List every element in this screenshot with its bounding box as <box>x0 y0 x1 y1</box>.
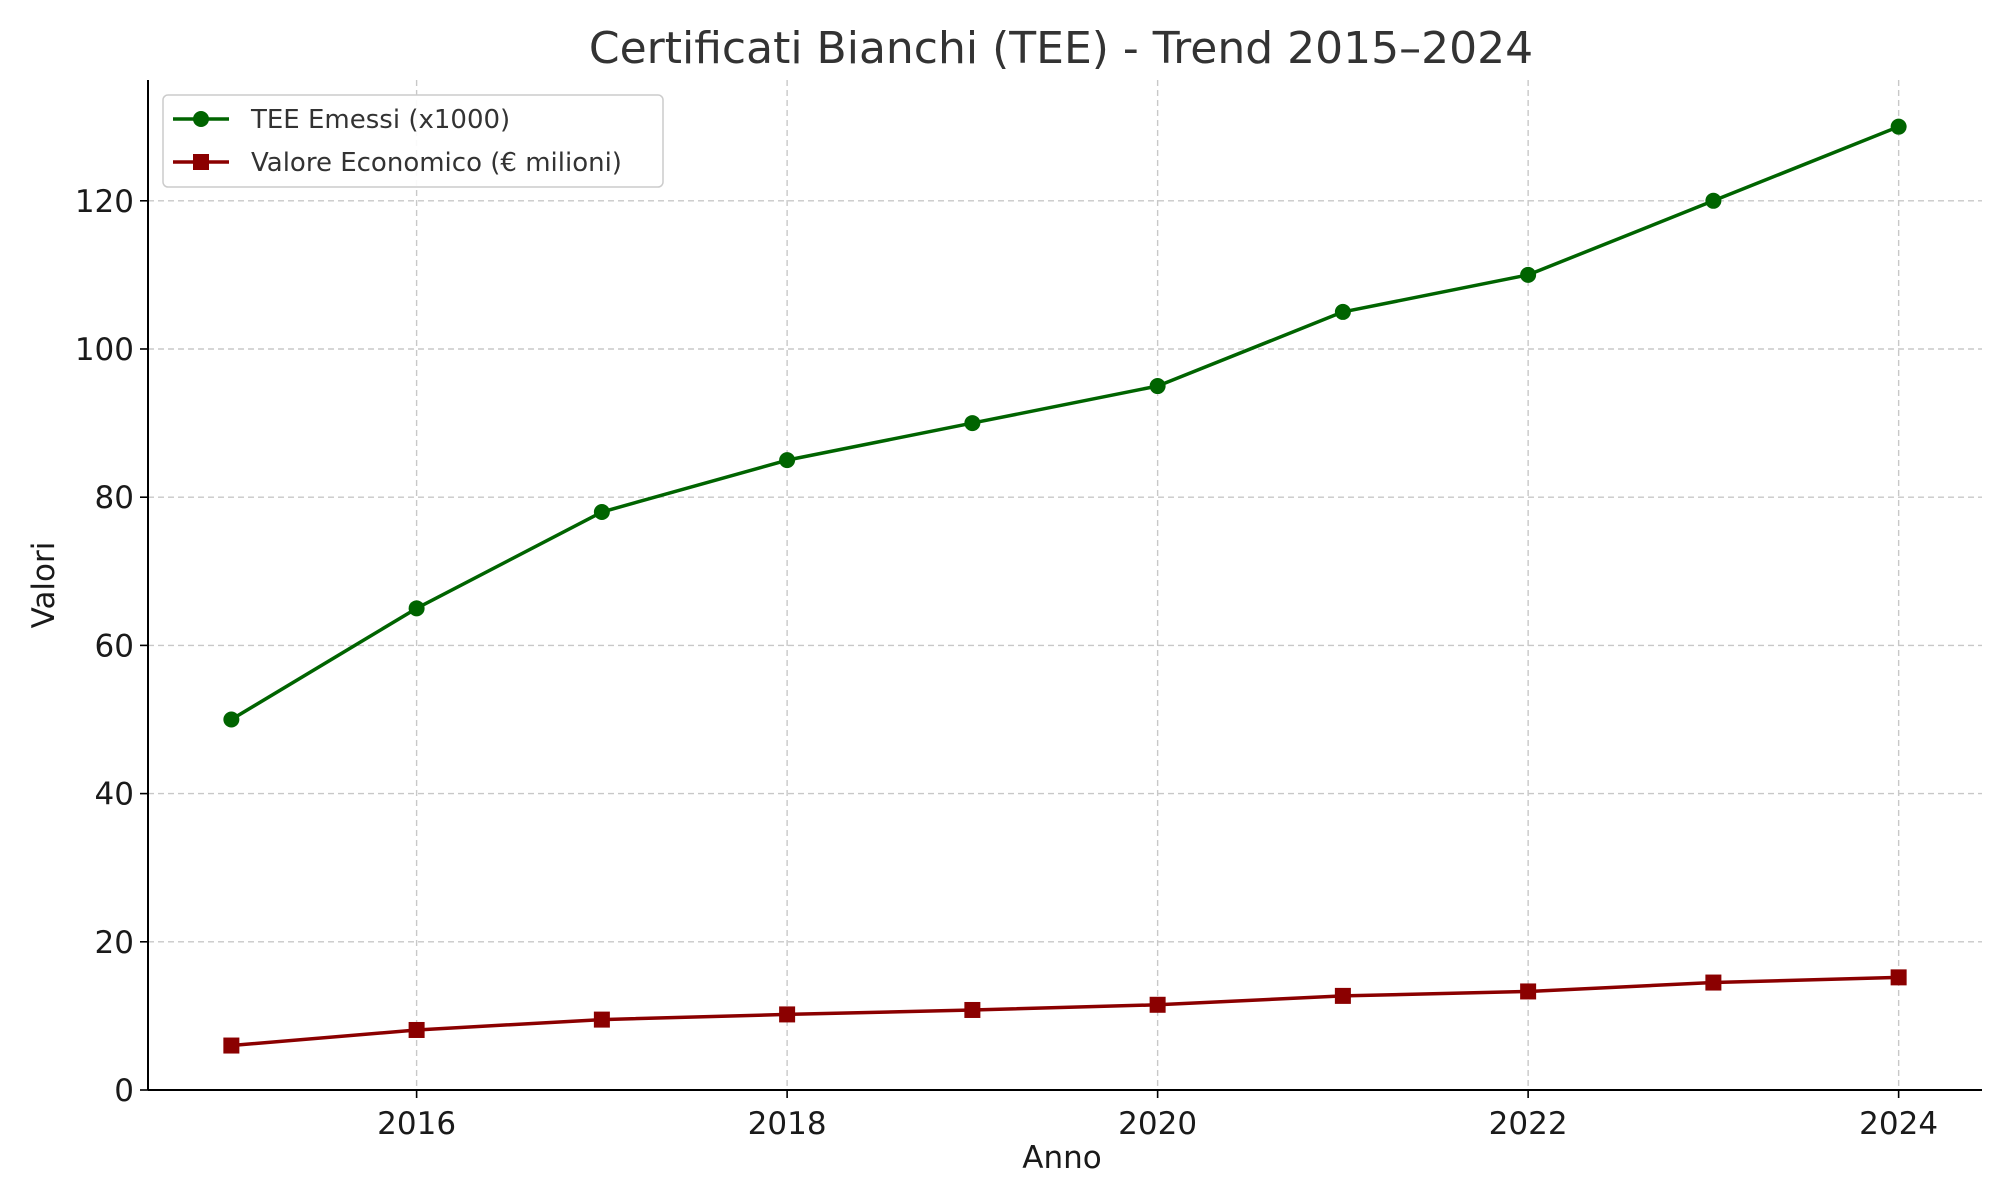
series-line <box>231 975 1899 1048</box>
data-point <box>1520 983 1537 1000</box>
y-axis-title: Valori <box>26 542 62 629</box>
legend-label: TEE Emessi (x1000) <box>250 105 510 135</box>
tick-labels: 0 20 40 60 80 100 120 2016 2018 2020 2022 2024 <box>75 184 1938 1142</box>
y-tick-label: 120 <box>75 184 134 220</box>
y-tick-label: 100 <box>75 332 134 368</box>
chart-title: Certificati Bianchi (TEE) - Trend 2015–2… <box>589 23 1533 74</box>
x-tick-label: 2018 <box>748 1106 827 1142</box>
x-axis-title: Anno <box>1022 1140 1101 1176</box>
legend-item: TEE Emessi (x1000) <box>173 105 510 135</box>
y-tick-label: 80 <box>95 480 134 516</box>
legend-marker <box>193 111 209 127</box>
series-line <box>230 125 1900 721</box>
data-point <box>964 1001 981 1018</box>
legend-box <box>162 94 664 188</box>
data-point <box>408 1021 425 1038</box>
data-point <box>1334 987 1351 1004</box>
grid <box>148 80 1982 1090</box>
data-point <box>779 1006 796 1023</box>
data-point <box>1520 266 1537 283</box>
x-tick-label: 2022 <box>1489 1106 1568 1142</box>
y-tick-label: 40 <box>95 777 134 813</box>
data-point <box>1890 118 1907 135</box>
series-valore-economico <box>223 969 1907 1054</box>
legend: TEE Emessi (x1000) Valore Economico (€ mi… <box>162 94 664 188</box>
series-group <box>223 118 1907 1054</box>
data-point <box>593 1011 610 1028</box>
data-point <box>1705 974 1722 991</box>
data-point <box>1149 378 1166 395</box>
series-tee-emessi <box>223 118 1907 728</box>
legend-marker <box>193 154 209 170</box>
data-point <box>223 1037 240 1054</box>
data-point <box>223 711 240 728</box>
data-point <box>1334 303 1351 320</box>
axes <box>140 80 1982 1098</box>
legend-item: Valore Economico (€ milioni) <box>173 148 622 178</box>
x-tick-label: 2024 <box>1859 1106 1938 1142</box>
data-point <box>593 504 610 521</box>
x-tick-label: 2016 <box>377 1106 456 1142</box>
data-point <box>408 600 425 617</box>
data-point <box>1149 996 1166 1013</box>
y-tick-label: 20 <box>95 925 134 961</box>
data-point <box>1705 192 1722 209</box>
x-tick-label: 2020 <box>1118 1106 1197 1142</box>
data-point <box>1890 969 1907 986</box>
data-point <box>964 415 981 432</box>
y-tick-label: 0 <box>114 1073 134 1109</box>
legend-label: Valore Economico (€ milioni) <box>251 148 622 178</box>
y-tick-label: 60 <box>95 628 134 664</box>
data-point <box>779 452 796 469</box>
